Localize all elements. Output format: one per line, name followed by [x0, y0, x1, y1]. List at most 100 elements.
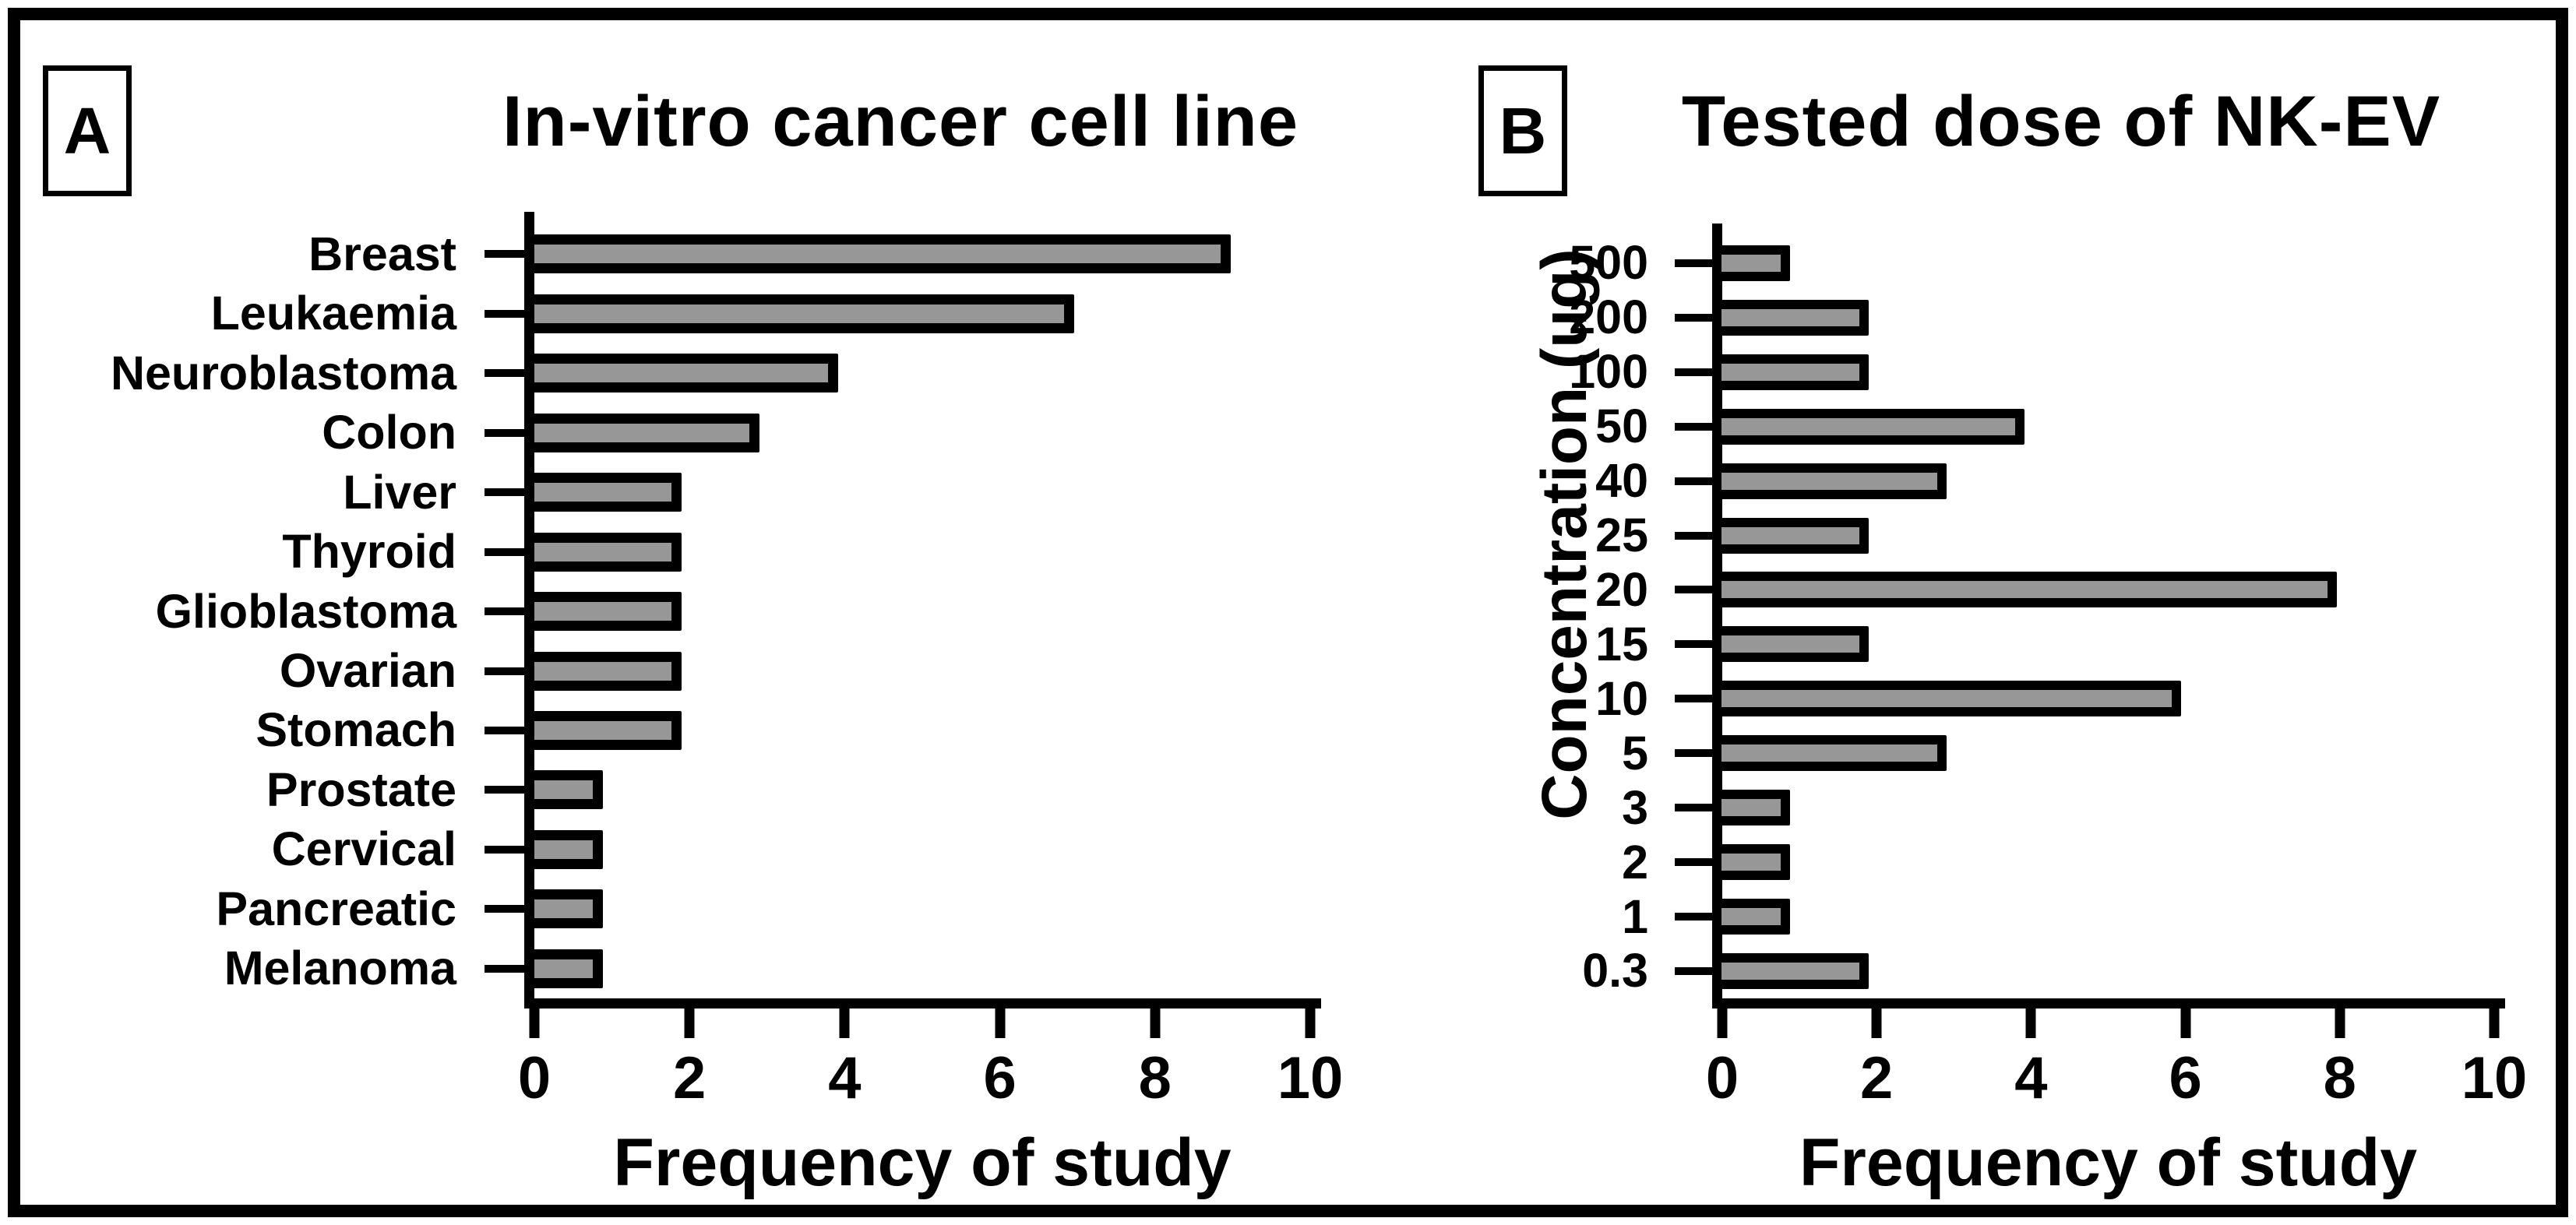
- category-tick-mark: [485, 786, 524, 794]
- bar: [524, 949, 603, 988]
- chart-row: 5: [1391, 726, 2493, 780]
- chart-row: Thyroid: [20, 522, 1309, 581]
- bar: [1712, 517, 1869, 554]
- category-tick-mark: [1675, 640, 1712, 649]
- bar-area: [524, 879, 1309, 938]
- bar-area: [1712, 617, 2493, 671]
- bar: [524, 592, 682, 632]
- bar-area: [1712, 509, 2493, 563]
- bar-area: [524, 939, 1309, 998]
- bar: [524, 770, 603, 810]
- bar: [1712, 735, 1947, 772]
- category-tick-mark: [1675, 804, 1712, 812]
- category-label: 500: [1569, 236, 1648, 290]
- bar-area: [1712, 400, 2493, 454]
- x-tick-label: 6: [983, 1045, 1017, 1111]
- chart-row: 15: [1391, 617, 2493, 671]
- x-tick-mark: [2025, 1009, 2036, 1038]
- x-tick-mark: [1717, 1009, 1728, 1038]
- category-label: 1: [1622, 889, 1648, 943]
- x-tick-label: 4: [828, 1045, 862, 1111]
- bar-area: [524, 463, 1309, 522]
- category-tick-mark: [1675, 422, 1712, 431]
- category-label: Glioblastoma: [155, 584, 456, 638]
- chart-row: Cervical: [20, 820, 1309, 879]
- bar-area: [1712, 671, 2493, 726]
- figure-frame: A In-vitro cancer cell line Breast Leukae…: [8, 8, 2568, 1217]
- bar: [1712, 245, 1791, 281]
- x-tick-mark: [2335, 1009, 2345, 1038]
- bar-area: [524, 641, 1309, 700]
- bar-area: [524, 522, 1309, 581]
- x-tick-label: 8: [2323, 1045, 2356, 1111]
- chart-row: Breast: [20, 224, 1309, 283]
- panel-b-label: B: [1499, 93, 1547, 167]
- chart-row: Colon: [20, 403, 1309, 462]
- category-label: Melanoma: [224, 942, 456, 995]
- chart-row: Neuroblastoma: [20, 343, 1309, 403]
- chart-row: Stomach: [20, 701, 1309, 760]
- category-tick-mark: [485, 547, 524, 556]
- bar: [524, 354, 839, 393]
- bar: [1712, 626, 1869, 663]
- bar-area: [1712, 290, 2493, 345]
- bar-area: [524, 403, 1309, 462]
- category-label: Stomach: [255, 703, 456, 757]
- category-tick-mark: [485, 964, 524, 973]
- panel-b: B Tested dose of NK-EV Concentration (ug…: [1391, 20, 2556, 1205]
- bar-area: [1712, 944, 2493, 998]
- bar-area: [524, 701, 1309, 760]
- bar: [1712, 408, 2025, 445]
- category-label: 5: [1622, 726, 1648, 780]
- chart-row: 2: [1391, 835, 2493, 889]
- bar-area: [1712, 563, 2493, 618]
- bar-area: [524, 283, 1309, 343]
- chart-row: Pancreatic: [20, 879, 1309, 938]
- chart-row: 40: [1391, 454, 2493, 509]
- bar: [1712, 299, 1869, 336]
- chart-row: Liver: [20, 463, 1309, 522]
- chart-row: Glioblastoma: [20, 582, 1309, 641]
- x-tick-mark: [1871, 1009, 1882, 1038]
- category-label: Colon: [322, 406, 456, 459]
- chart-row: 20: [1391, 563, 2493, 618]
- x-tick-label: 8: [1138, 1045, 1172, 1111]
- panel-b-x-axis-label: Frequency of study: [1799, 1125, 2418, 1200]
- category-label: Neuroblastoma: [110, 346, 456, 400]
- category-tick-mark: [1675, 966, 1712, 975]
- x-tick-mark: [529, 1009, 540, 1038]
- panel-a-x-axis-label: Frequency of study: [613, 1125, 1232, 1200]
- category-label: Pancreatic: [216, 882, 456, 935]
- chart-row: Leukaemia: [20, 283, 1309, 343]
- chart-row: 100: [1391, 345, 2493, 400]
- category-tick-mark: [1675, 913, 1712, 921]
- category-tick-mark: [485, 905, 524, 913]
- x-tick-mark: [1305, 1009, 1316, 1038]
- x-tick-mark: [2180, 1009, 2191, 1038]
- bar-area: [1712, 236, 2493, 290]
- x-tick-mark: [2489, 1009, 2500, 1038]
- bar-area: [524, 820, 1309, 879]
- category-label: 100: [1569, 345, 1648, 399]
- panel-a: A In-vitro cancer cell line Breast Leukae…: [20, 20, 1391, 1205]
- bar: [524, 829, 603, 869]
- panel-b-label-box: B: [1478, 65, 1567, 196]
- panel-a-bars: Breast Leukaemia Neuroblastoma Colon Liver Th…: [20, 224, 1309, 998]
- bar: [1712, 354, 1869, 390]
- chart-row: 0.3: [1391, 944, 2493, 998]
- bar: [524, 651, 682, 691]
- category-tick-mark: [1675, 858, 1712, 867]
- bar-area: [1712, 726, 2493, 780]
- bar: [1712, 952, 1869, 989]
- category-tick-mark: [1675, 695, 1712, 703]
- x-tick-label: 10: [1277, 1045, 1344, 1111]
- chart-row: 1: [1391, 889, 2493, 944]
- x-tick-label: 0: [517, 1045, 551, 1111]
- category-tick-mark: [485, 250, 524, 259]
- bar: [524, 294, 1074, 333]
- bar-area: [524, 582, 1309, 641]
- category-tick-mark: [1675, 749, 1712, 758]
- x-tick-mark: [1150, 1009, 1161, 1038]
- bar: [1712, 899, 1791, 935]
- bar-area: [1712, 889, 2493, 944]
